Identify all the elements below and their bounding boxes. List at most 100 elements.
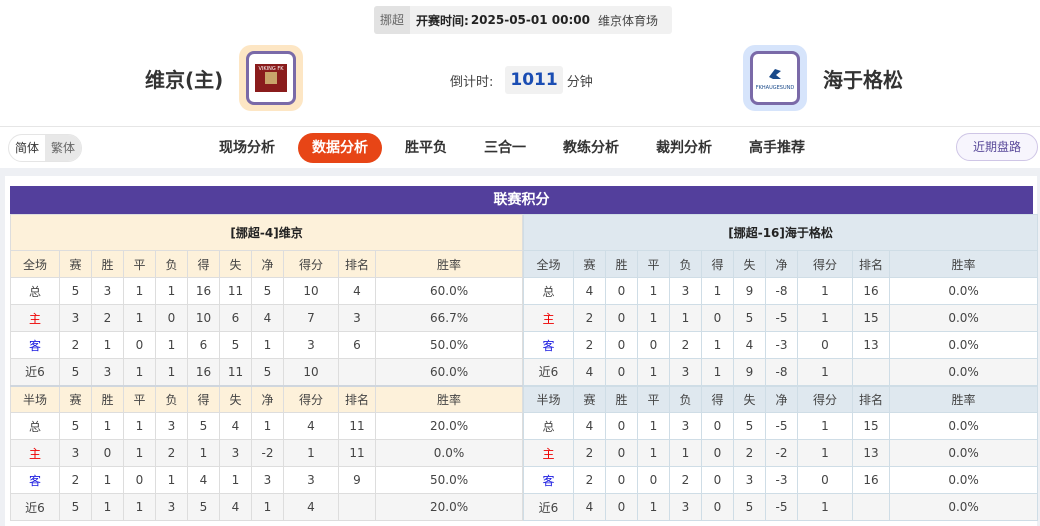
svg-text:VIKING FK: VIKING FK <box>258 66 284 72</box>
table-cell: 5 <box>187 493 220 521</box>
table-header-row: 全场赛胜平负得失净得分 排名 胜率 <box>523 250 1039 278</box>
column-header: 胜率 <box>374 250 524 278</box>
column-header: 得分 <box>797 384 853 413</box>
table-cell: 0 <box>605 277 638 305</box>
table-cell: 20.0% <box>374 493 524 521</box>
table-row: 近6 5 1 1 3 5 4 1 4 20.0% <box>10 493 524 521</box>
column-header: 净 <box>251 384 284 413</box>
column-header: 排名 <box>338 384 376 413</box>
table-cell: 1 <box>123 439 156 467</box>
table-cell: 1 <box>155 466 188 494</box>
tab-1[interactable]: 数据分析 <box>298 133 382 163</box>
table-cell: 0 <box>605 304 638 332</box>
table-cell: 3 <box>669 493 702 521</box>
table-cell: 0 <box>701 304 734 332</box>
table-cell: 3 <box>91 277 124 305</box>
table-cell: 4 <box>283 493 339 521</box>
column-header: 得分 <box>797 250 853 278</box>
table-cell: 1 <box>797 358 853 386</box>
away-team-logo[interactable]: FKHAUGESUND <box>743 45 807 111</box>
table-cell: 4 <box>573 358 606 386</box>
table-cell: -8 <box>765 277 798 305</box>
column-header: 赛 <box>573 250 606 278</box>
column-header: 得分 <box>283 250 339 278</box>
away-team-name[interactable]: 海于格松 <box>823 68 903 92</box>
table-cell: 60.0% <box>374 277 524 305</box>
table-row: 客 2 1 0 1 4 1 3 3 9 50.0% <box>10 466 524 494</box>
table-cell: 1 <box>701 331 734 359</box>
kickoff-time: 2025-05-01 00:00 <box>470 13 590 27</box>
table-cell: 1 <box>701 277 734 305</box>
simplified-button[interactable]: 简体 <box>15 141 40 155</box>
table-cell: 1 <box>669 439 702 467</box>
section-title: 联赛积分 <box>10 186 1033 214</box>
table-cell: 2 <box>59 466 92 494</box>
table-cell: 2 <box>733 439 766 467</box>
home-team-logo[interactable]: VIKING FK <box>239 45 303 111</box>
table-cell: 9 <box>338 466 376 494</box>
column-header: 失 <box>219 250 252 278</box>
column-header: 胜 <box>605 384 638 413</box>
table-cell: 3 <box>283 331 339 359</box>
table-row: 客 2 1 0 1 6 5 1 3 6 50.0% <box>10 331 524 359</box>
table-cell: 0.0% <box>888 493 1039 521</box>
tab-2[interactable]: 胜平负 <box>405 140 447 156</box>
table-cell: 3 <box>733 466 766 494</box>
traditional-button[interactable]: 繁体 <box>45 135 82 161</box>
table-cell: 1 <box>797 412 853 440</box>
table-cell: 16 <box>852 466 890 494</box>
home-team-name[interactable]: 维京(主) <box>145 68 224 92</box>
tab-4[interactable]: 教练分析 <box>563 140 619 156</box>
table-cell: 6 <box>219 304 252 332</box>
table-cell: -5 <box>765 304 798 332</box>
analysis-tabs: 现场分析 数据分析 胜平负 三合一 教练分析 裁判分析 高手推荐 <box>205 133 828 163</box>
table-row: 近6 5 3 1 1 16 11 5 10 60.0% <box>10 358 524 386</box>
tab-5[interactable]: 裁判分析 <box>656 140 712 156</box>
table-cell: 13 <box>852 331 890 359</box>
table-row: 客 2 0 0 2 1 4 -3 0 13 0.0% <box>523 331 1039 359</box>
table-cell: 4 <box>219 412 252 440</box>
countdown-label: 倒计时: <box>450 74 494 90</box>
table-cell: 0 <box>701 466 734 494</box>
row-label: 主 <box>523 439 574 467</box>
table-cell: 0.0% <box>888 304 1039 332</box>
table-row: 总 4 0 1 3 1 9 -8 1 16 0.0% <box>523 277 1039 305</box>
table-row: 近6 4 0 1 3 0 5 -5 1 0.0% <box>523 493 1039 521</box>
league-label[interactable]: 挪超 <box>374 6 411 34</box>
table-cell: 5 <box>251 277 284 305</box>
table-cell: 1 <box>283 439 339 467</box>
table-cell: 0.0% <box>888 466 1039 494</box>
table-cell: 2 <box>573 331 606 359</box>
table-cell: 1 <box>637 439 670 467</box>
table-cell <box>338 358 376 386</box>
table-cell: 1 <box>637 304 670 332</box>
table-cell: 3 <box>669 412 702 440</box>
table-cell: -8 <box>765 358 798 386</box>
recent-handicap-button[interactable]: 近期盘路 <box>956 133 1038 161</box>
table-cell: 4 <box>219 493 252 521</box>
table-cell: 1 <box>251 493 284 521</box>
tab-3[interactable]: 三合一 <box>484 140 526 156</box>
table-cell: 1 <box>91 466 124 494</box>
table-header-row: 全场赛胜平负得失净得分 排名 胜率 <box>10 250 524 278</box>
table-cell: 16 <box>852 277 890 305</box>
table-cell: 2 <box>669 466 702 494</box>
table-cell: 1 <box>251 331 284 359</box>
table-cell: -2 <box>251 439 284 467</box>
table-cell: 1 <box>219 466 252 494</box>
table-row: 主 2 0 1 1 0 5 -5 1 15 0.0% <box>523 304 1039 332</box>
table-cell: 5 <box>251 358 284 386</box>
table-cell: 0.0% <box>888 331 1039 359</box>
table-cell: 10 <box>283 358 339 386</box>
tab-6[interactable]: 高手推荐 <box>749 140 805 156</box>
column-header: 胜 <box>605 250 638 278</box>
table-cell: 5 <box>59 277 92 305</box>
column-header: 平 <box>123 250 156 278</box>
tab-0[interactable]: 现场分析 <box>219 140 275 156</box>
table-cell: 0 <box>123 466 156 494</box>
table-cell: -3 <box>765 331 798 359</box>
table-cell: 1 <box>797 493 853 521</box>
table-cell: 1 <box>155 331 188 359</box>
table-cell: 2 <box>91 304 124 332</box>
column-header: 胜率 <box>888 250 1039 278</box>
